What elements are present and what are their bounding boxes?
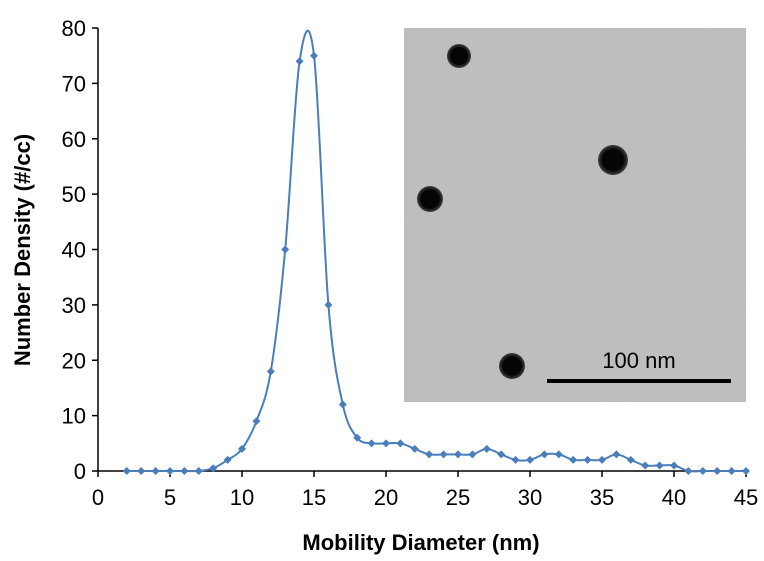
data-point [310,51,318,60]
data-point [598,455,606,464]
data-point [641,461,650,470]
data-point [295,57,304,66]
data-point [684,467,693,475]
x-tick-label: 5 [164,485,176,510]
data-point [670,461,678,470]
data-point [468,450,477,459]
data-point [122,467,131,475]
x-tick-label: 20 [374,485,398,510]
x-tick-label: 40 [662,485,686,510]
data-point [324,300,333,309]
data-point [223,455,232,464]
y-tick-label: 0 [74,459,86,484]
data-point [626,455,635,464]
data-point [583,455,592,464]
y-tick-label: 70 [62,71,86,96]
particle [598,145,628,175]
data-point [540,450,549,459]
x-axis-label: Mobility Diameter (nm) [302,530,539,555]
data-point [655,461,664,470]
x-tick-label: 25 [446,485,470,510]
data-point [410,444,419,453]
data-point [742,467,750,475]
data-point [727,467,736,475]
y-tick-label: 50 [62,182,86,207]
y-tick-label: 40 [62,238,86,263]
data-point [382,439,390,448]
y-tick-label: 30 [62,293,86,318]
y-tick-label: 60 [62,127,86,152]
y-tick-label: 20 [62,348,86,373]
data-point [554,450,563,459]
tem-inset: 100 nm [404,28,746,402]
data-point [180,467,189,475]
data-point [151,467,160,475]
x-tick-label: 15 [302,485,326,510]
data-point [209,464,218,473]
particle [447,44,471,68]
data-point [137,467,146,475]
data-point [166,467,174,475]
data-point [396,439,405,448]
data-point [367,439,376,448]
data-point [338,400,347,409]
data-point [569,455,578,464]
data-point [497,450,506,459]
series-line [126,29,746,473]
data-point [194,467,203,475]
y-axis-label: Number Density (#/cc) [10,134,35,366]
inset-texture [404,28,746,402]
data-point [425,450,434,459]
data-point [454,450,462,459]
data-point [252,417,261,426]
particle [499,353,525,379]
data-point [713,467,722,475]
data-point [353,433,362,442]
scale-label: 100 nm [602,348,675,373]
x-tick-label: 0 [92,485,104,510]
particle [417,186,443,212]
x-tick-label: 10 [230,485,254,510]
data-point [238,444,246,453]
y-tick-label: 10 [62,404,86,429]
data-point [266,367,275,376]
data-point [281,245,290,254]
data-point [612,450,621,459]
data-point [526,455,534,464]
x-tick-label: 35 [590,485,614,510]
data-point [439,450,448,459]
y-tick-label: 80 [62,16,86,41]
data-point [511,455,520,464]
data-point [698,467,707,475]
x-tick-label: 45 [734,485,758,510]
x-tick-label: 30 [518,485,542,510]
data-point [482,444,491,453]
